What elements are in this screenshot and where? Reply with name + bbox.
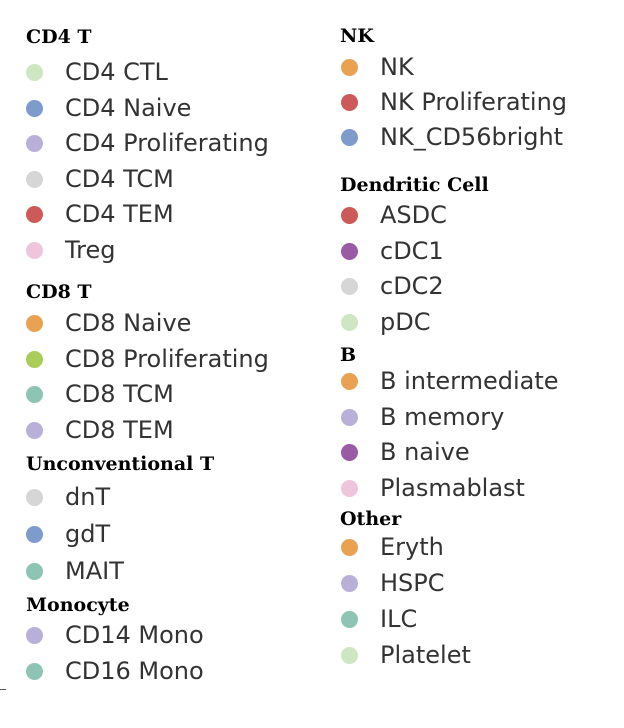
legend-swatch-dot [341, 242, 358, 260]
legend-entry: NK_CD56bright [341, 122, 563, 152]
legend-entry: CD4 Proliferating [26, 128, 269, 158]
legend-group-title: Unconventional T [26, 453, 215, 475]
legend-entry-label: CD8 Proliferating [65, 345, 269, 373]
legend-entry-label: CD4 Naive [65, 94, 192, 122]
legend-swatch-dot [341, 646, 358, 664]
legend-entry: NK [341, 52, 414, 82]
edge-tick-mark [0, 689, 6, 690]
legend-entry-label: CD4 Proliferating [65, 129, 269, 157]
legend-entry: CD4 Naive [26, 93, 191, 123]
legend-swatch-dot [26, 488, 43, 506]
legend-entry-label: cDC1 [380, 237, 444, 265]
legend-swatch-dot [26, 170, 43, 188]
legend-entry: ASDC [341, 200, 447, 230]
legend-entry: cDC1 [341, 236, 444, 266]
legend-entry-label: B naive [380, 438, 470, 466]
legend-entry-label: cDC2 [380, 272, 444, 300]
legend-entry-label: NK [380, 53, 414, 81]
legend-entry: CD8 TEM [26, 415, 174, 445]
legend-entry: B intermediate [341, 366, 559, 396]
legend-entry-label: Plasmablast [380, 474, 525, 502]
legend-entry: dnT [26, 482, 110, 512]
legend-swatch-dot [26, 525, 43, 543]
legend-swatch-dot [26, 421, 43, 439]
legend-swatch-dot [341, 479, 358, 497]
legend-entry-label: Platelet [380, 641, 471, 669]
legend-entry: Treg [26, 235, 115, 265]
legend-group-title: NK [340, 25, 374, 47]
legend-entry-label: ASDC [380, 201, 447, 229]
legend-entry-label: NK Proliferating [380, 88, 568, 116]
legend-group-title: CD8 T [26, 281, 92, 303]
legend-entry: MAIT [26, 556, 124, 586]
legend-entry-label: CD8 TCM [65, 380, 174, 408]
legend-entry: HSPC [341, 568, 445, 598]
legend-swatch-dot [26, 314, 43, 332]
legend-entry: CD14 Mono [26, 620, 204, 650]
legend-entry: pDC [341, 307, 430, 337]
legend-swatch-dot [26, 241, 43, 259]
legend-swatch-dot [341, 313, 358, 331]
legend-swatch-dot [341, 206, 358, 224]
legend-group-title: Other [340, 508, 402, 530]
legend-entry-label: CD14 Mono [65, 621, 204, 649]
legend-entry: CD4 CTL [26, 57, 168, 87]
legend-entry: CD8 Proliferating [26, 344, 269, 374]
legend-swatch-dot [26, 205, 43, 223]
legend-entry: ILC [341, 604, 417, 634]
legend-entry: Plasmablast [341, 473, 525, 503]
legend-entry-label: NK_CD56bright [380, 123, 564, 151]
legend-swatch-dot [26, 134, 43, 152]
legend-entry: Platelet [341, 640, 471, 670]
legend-entry-label: CD8 TEM [65, 416, 174, 444]
legend-entry-label: B intermediate [380, 367, 559, 395]
legend-entry: CD8 Naive [26, 308, 191, 338]
legend-entry-label: Eryth [380, 533, 444, 561]
legend-entry: CD16 Mono [26, 656, 204, 686]
legend-swatch-dot [341, 610, 358, 628]
legend-entry-label: pDC [380, 308, 431, 336]
legend-group-title: Dendritic Cell [340, 174, 489, 196]
legend-swatch-dot [341, 58, 358, 76]
legend-entry-label: Treg [65, 236, 116, 264]
legend-entry-label: CD4 TEM [65, 200, 174, 228]
legend-swatch-dot [26, 626, 43, 644]
legend-entry: B memory [341, 402, 504, 432]
legend-entry-label: CD4 TCM [65, 165, 174, 193]
legend-swatch-dot [26, 385, 43, 403]
legend-swatch-dot [341, 93, 358, 111]
legend-entry-label: CD8 Naive [65, 309, 192, 337]
legend-entry: cDC2 [341, 271, 444, 301]
legend-entry: gdT [26, 519, 110, 549]
legend-swatch-dot [341, 128, 358, 146]
legend-swatch-dot [26, 63, 43, 81]
legend-swatch-dot [341, 277, 358, 295]
legend-entry: NK Proliferating [341, 87, 567, 117]
legend-entry: CD4 TEM [26, 199, 174, 229]
legend-entry-label: gdT [65, 520, 111, 548]
legend-entry: B naive [341, 437, 470, 467]
legend-entry-label: ILC [380, 605, 418, 633]
legend-group-title: B [340, 344, 357, 366]
legend-group-title: CD4 T [26, 26, 92, 48]
legend-entry: CD8 TCM [26, 379, 174, 409]
legend-entry-label: MAIT [65, 557, 124, 585]
legend-entry-label: CD16 Mono [65, 657, 204, 685]
legend-swatch-dot [26, 662, 43, 680]
legend-swatch-dot [26, 99, 43, 117]
legend-swatch-dot [341, 443, 358, 461]
legend-entry-label: dnT [65, 483, 111, 511]
legend-entry-label: CD4 CTL [65, 58, 168, 86]
legend-swatch-dot [341, 574, 358, 592]
legend-swatch-dot [26, 350, 43, 368]
legend-entry: Eryth [341, 532, 444, 562]
legend-swatch-dot [26, 562, 43, 580]
legend-entry-label: HSPC [380, 569, 445, 597]
legend-entry: CD4 TCM [26, 164, 174, 194]
legend-swatch-dot [341, 538, 358, 556]
legend-swatch-dot [341, 408, 358, 426]
legend-entry-label: B memory [380, 403, 505, 431]
legend-group-title: Monocyte [26, 594, 130, 616]
legend-swatch-dot [341, 372, 358, 390]
